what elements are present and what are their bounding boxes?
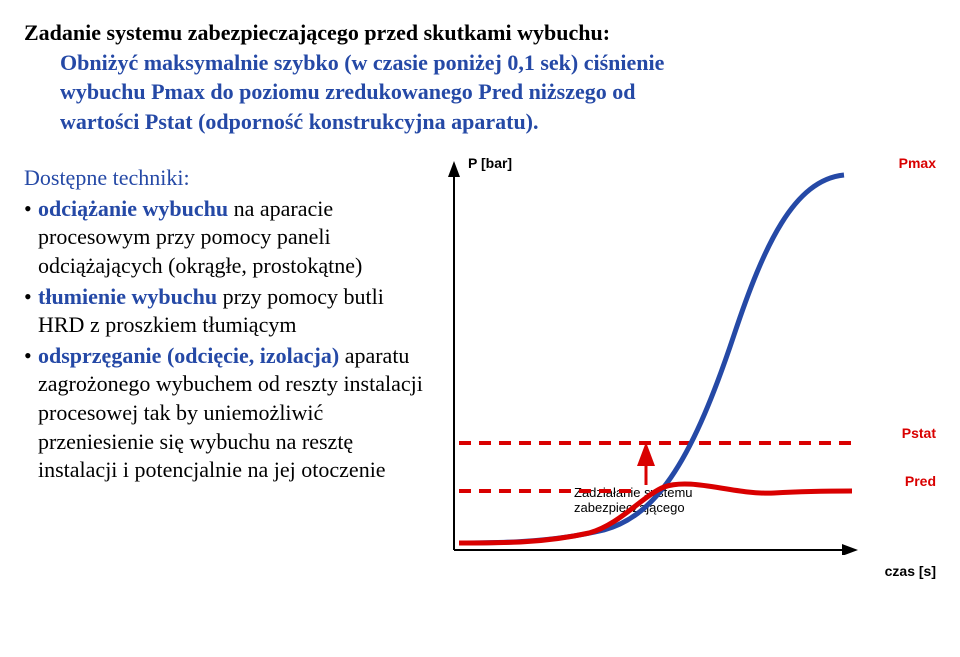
x-axis-label: czas [s] [885,563,936,579]
techniques-title: Dostępne techniki: [24,165,424,191]
techniques-list: odciążanie wybuchu na aparacie procesowy… [24,195,424,485]
heading-line2: Obniżyć maksymalnie szybko (w czasie pon… [60,48,936,78]
technique-lead: odciążanie wybuchu [38,196,228,221]
pressure-chart [434,155,864,555]
pstat-label: Pstat [902,425,936,441]
technique-lead: odsprzęganie (odcięcie, izolacja) [38,343,339,368]
technique-lead: tłumienie wybuchu [38,284,217,309]
technique-item: odsprzęganie (odcięcie, izolacja) aparat… [24,342,424,485]
chart-area: P [bar] Pmax Pstat Pred czas [s] Zadział… [434,155,936,585]
heading-line1: Zadanie systemu zabezpieczającego przed … [24,20,610,45]
pred-curve [459,484,852,543]
technique-item: tłumienie wybuchu przy pomocy butli HRD … [24,283,424,340]
heading-line4: wartości Pstat (odporność konstrukcyjna … [60,107,936,137]
heading-line3: wybuchu Pmax do poziomu zredukowanego Pr… [60,77,936,107]
heading-block: Zadanie systemu zabezpieczającego przed … [24,18,936,137]
content-row: Dostępne techniki: odciążanie wybuchu na… [24,155,936,585]
techniques-column: Dostępne techniki: odciążanie wybuchu na… [24,155,424,585]
pmax-label: Pmax [899,155,936,171]
pred-label: Pred [905,473,936,489]
pmax-curve [459,175,844,543]
technique-item: odciążanie wybuchu na aparacie procesowy… [24,195,424,281]
